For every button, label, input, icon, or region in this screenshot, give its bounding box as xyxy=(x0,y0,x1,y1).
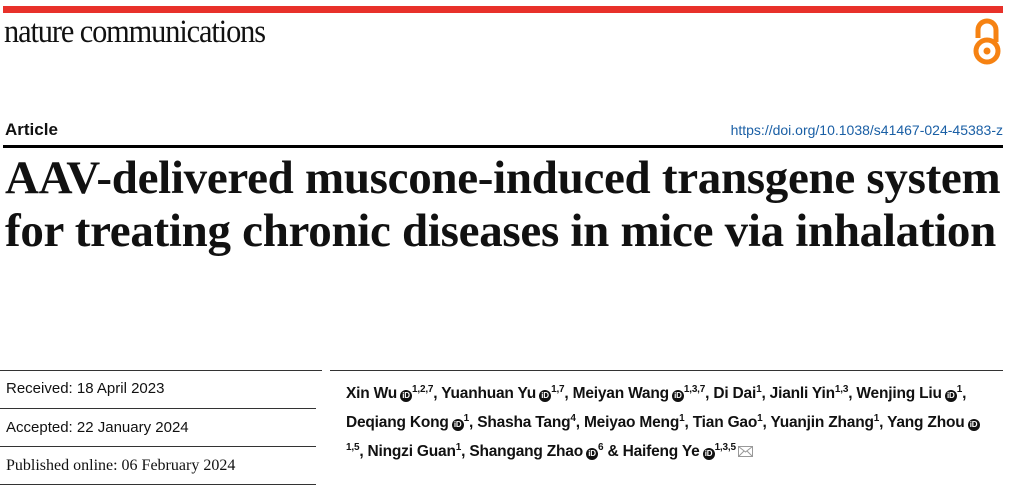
header-rule xyxy=(3,145,1003,148)
author-name[interactable]: Yuanhuan Yu xyxy=(441,385,537,403)
author: Meiyan Wang iD1,3,7, xyxy=(572,384,714,403)
author-separator: , xyxy=(359,443,368,461)
author: Tian Gao1, xyxy=(692,413,771,432)
affiliation-numbers: 1,2,7 xyxy=(412,384,434,395)
author-name[interactable]: Haifeng Ye xyxy=(622,443,700,461)
orcid-icon[interactable]: iD xyxy=(539,390,552,403)
author-separator: , xyxy=(962,385,967,403)
author-separator: & xyxy=(603,443,623,461)
affiliation-numbers: 1 xyxy=(956,384,963,395)
author-name[interactable]: Jianli Yin xyxy=(769,385,835,403)
affiliation-numbers: 1,5 xyxy=(346,442,360,454)
affiliation-numbers: 1 xyxy=(463,413,470,425)
affiliation-numbers: 4 xyxy=(570,413,576,425)
article-title: AAV-delivered muscone-induced transgene … xyxy=(5,152,1001,257)
divider xyxy=(0,446,316,447)
journal-brand-bar xyxy=(3,6,1003,13)
divider xyxy=(0,408,316,409)
author: Ningzi Guan1, xyxy=(367,442,470,461)
author-list: Xin Wu iD1,2,7, Yuanhuan Yu iD1,7, Meiyan … xyxy=(346,377,986,464)
author-name[interactable]: Di Dai xyxy=(713,385,757,403)
author-separator: , xyxy=(848,385,857,403)
author-separator: , xyxy=(564,385,573,403)
author-name[interactable]: Deqiang Kong xyxy=(346,414,449,432)
author-separator: , xyxy=(879,414,888,432)
author: Yuanhuan Yu iD1,7, xyxy=(441,384,573,403)
orcid-icon[interactable]: iD xyxy=(400,390,413,403)
author: Jianli Yin1,3, xyxy=(769,384,857,403)
author-name[interactable]: Yang Zhou xyxy=(887,414,965,432)
author-name[interactable]: Xin Wu xyxy=(346,385,398,403)
affiliation-numbers: 6 xyxy=(598,442,604,454)
author-separator: , xyxy=(761,385,770,403)
affiliation-numbers: 1 xyxy=(757,413,763,425)
orcid-icon[interactable]: iD xyxy=(586,448,598,461)
affiliation-numbers: 1 xyxy=(756,384,762,395)
affiliation-numbers: 1,3,5 xyxy=(714,442,736,454)
author-name[interactable]: Meiyao Meng xyxy=(583,414,680,432)
author-name[interactable]: Ningzi Guan xyxy=(367,443,456,461)
author: Wenjing Liu iD1, xyxy=(856,384,967,403)
affiliation-numbers: 1,3,7 xyxy=(683,384,706,395)
orcid-icon[interactable]: iD xyxy=(967,419,980,432)
author-separator: , xyxy=(575,414,584,432)
author-separator: , xyxy=(469,414,478,432)
open-access-icon xyxy=(973,18,1001,65)
affiliation-numbers: 1,7 xyxy=(551,384,565,395)
affiliation-numbers: 1,3 xyxy=(834,384,849,395)
affiliation-numbers: 1 xyxy=(455,442,462,454)
published-date: Published online: 06 February 2024 xyxy=(6,457,236,474)
author-separator: , xyxy=(762,414,771,432)
author: Haifeng Ye iD1,3,5 xyxy=(622,442,753,461)
doi-link[interactable]: https://doi.org/10.1038/s41467-024-45383… xyxy=(730,122,1003,138)
accepted-date: Accepted: 22 January 2024 xyxy=(6,419,189,436)
divider xyxy=(0,484,316,485)
affiliation-numbers: 1 xyxy=(679,413,685,425)
email-icon[interactable] xyxy=(737,446,753,458)
author-separator: , xyxy=(433,385,442,403)
author-separator: , xyxy=(684,414,693,432)
author: Shangang Zhao iD6 & xyxy=(469,442,623,461)
author-separator: , xyxy=(461,443,470,461)
author: Meiyao Meng1, xyxy=(583,413,693,432)
author-name[interactable]: Tian Gao xyxy=(692,414,758,432)
article-type: Article xyxy=(5,120,58,139)
orcid-icon[interactable]: iD xyxy=(702,448,715,461)
orcid-icon[interactable]: iD xyxy=(671,390,684,403)
author: Yuanjin Zhang1, xyxy=(770,413,888,432)
author-separator: , xyxy=(705,385,714,403)
orcid-icon[interactable]: iD xyxy=(451,419,464,432)
author-name[interactable]: Shasha Tang xyxy=(477,414,571,432)
author-name[interactable]: Shangang Zhao xyxy=(469,443,583,461)
orcid-icon[interactable]: iD xyxy=(944,390,957,403)
author: Deqiang Kong iD1, xyxy=(346,413,478,432)
journal-name: nature communications xyxy=(4,14,266,50)
author-name[interactable]: Yuanjin Zhang xyxy=(770,414,874,432)
author-name[interactable]: Wenjing Liu xyxy=(856,385,942,403)
author: Di Dai1, xyxy=(713,384,770,403)
author: Yang Zhou iD1,5, xyxy=(346,414,980,460)
received-date: Received: 18 April 2023 xyxy=(6,380,165,397)
affiliation-numbers: 1 xyxy=(873,413,880,425)
author-name[interactable]: Meiyan Wang xyxy=(572,385,669,403)
author: Shasha Tang4, xyxy=(477,413,584,432)
author: Xin Wu iD1,2,7, xyxy=(346,384,442,403)
divider xyxy=(330,370,1003,371)
divider xyxy=(0,370,322,371)
